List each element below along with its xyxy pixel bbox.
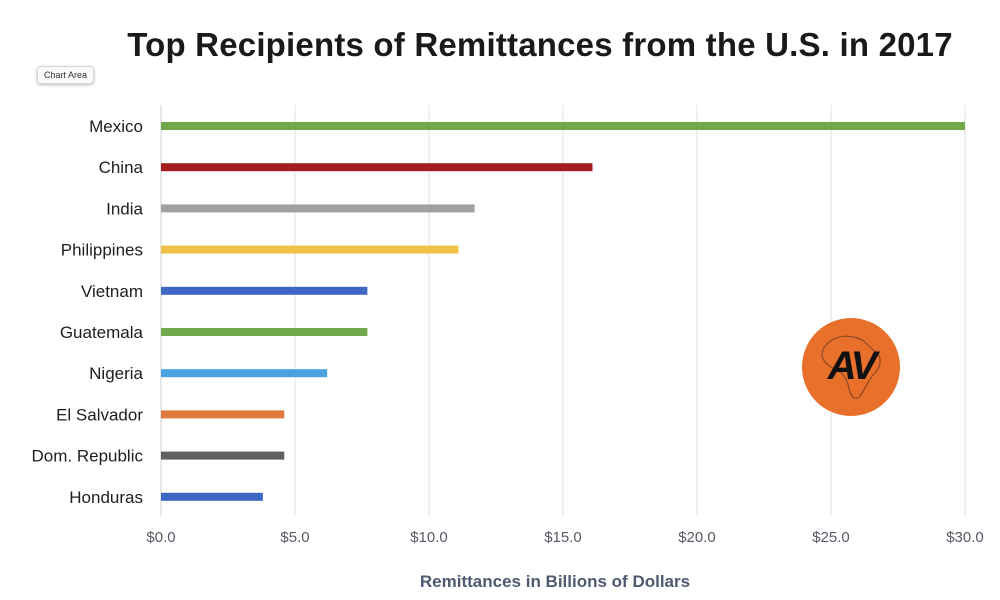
chart-area-tooltip: Chart Area [37, 66, 95, 84]
bar[interactable] [161, 410, 285, 419]
bar[interactable] [161, 492, 263, 501]
x-tick-label: $25.0 [812, 529, 850, 546]
logo-text: AV [827, 344, 878, 388]
x-tick-labels: $0.0 $5.0 $10.0 $15.0 $20.0 $25.0 $30.0 [146, 529, 983, 546]
category-label: Nigeria [89, 364, 143, 383]
bar[interactable] [161, 286, 368, 295]
category-label: Philippines [61, 241, 143, 260]
category-label: Guatemala [60, 323, 144, 342]
av-logo: AV [802, 318, 900, 416]
bar[interactable] [161, 163, 593, 172]
x-tick-label: $30.0 [946, 529, 984, 546]
x-tick-label: $0.0 [146, 529, 175, 546]
bar[interactable] [161, 328, 368, 336]
bar[interactable] [161, 451, 285, 460]
category-label: Mexico [89, 117, 143, 136]
x-tick-label: $20.0 [678, 529, 716, 546]
bar[interactable] [161, 245, 459, 254]
category-labels: Mexico China India Philippines Vietnam Guatem… [32, 117, 144, 507]
gridlines [160, 105, 966, 516]
category-label: Dom. Republic [32, 447, 144, 466]
bar[interactable] [161, 369, 328, 378]
category-label: Vietnam [81, 282, 143, 301]
category-label: India [106, 199, 143, 218]
bar[interactable] [161, 122, 965, 130]
bars [161, 122, 965, 501]
bar[interactable] [161, 204, 475, 213]
chart-title: Top Recipients of Remittances from the U… [127, 26, 953, 63]
x-tick-label: $5.0 [280, 529, 309, 546]
category-label: Honduras [69, 488, 143, 507]
x-tick-label: $15.0 [544, 529, 582, 546]
category-label: El Salvador [56, 405, 143, 424]
category-label: China [99, 158, 144, 177]
x-tick-label: $10.0 [410, 529, 448, 546]
africa-outline-icon [821, 335, 881, 399]
x-axis-title: Remittances in Billions of Dollars [420, 572, 690, 591]
